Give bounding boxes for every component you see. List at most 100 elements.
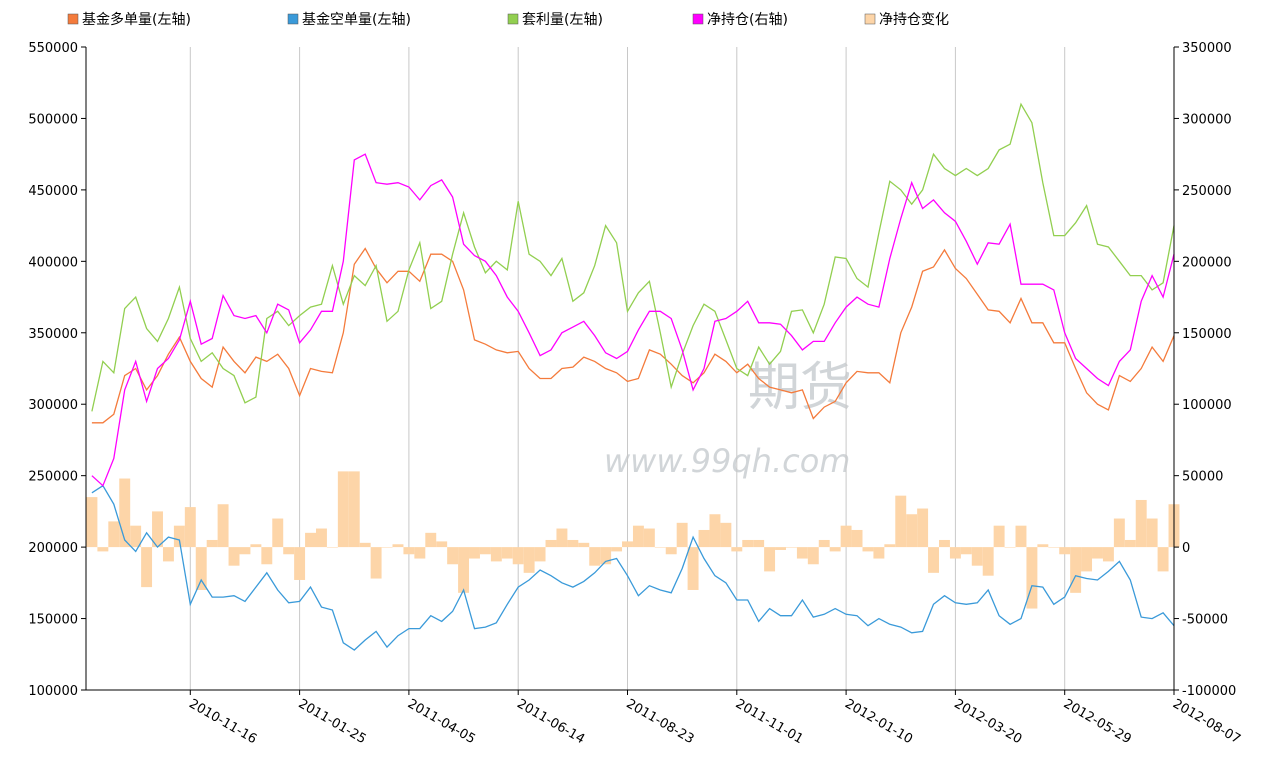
bar xyxy=(184,507,196,548)
y-tick-label: 100000 xyxy=(28,684,78,699)
bar xyxy=(1081,547,1093,572)
legend-swatch xyxy=(287,13,299,25)
legend-swatch xyxy=(507,13,519,25)
y2-tick-label: 50000 xyxy=(1182,470,1223,485)
bar xyxy=(632,525,644,548)
x-tick-label: 2011-01-25 xyxy=(296,696,369,747)
bar xyxy=(775,547,786,550)
bar xyxy=(949,547,961,559)
x-tick-label: 2011-11-01 xyxy=(733,696,806,747)
y-tick-label: 150000 xyxy=(28,613,78,628)
legend-label: 基金空单量(左轴) xyxy=(302,11,411,28)
bar xyxy=(512,547,524,565)
bar xyxy=(130,525,142,548)
bar xyxy=(753,539,765,548)
bar xyxy=(501,547,513,559)
bar xyxy=(228,547,240,566)
x-tick-label: 2011-06-14 xyxy=(514,696,587,747)
bar xyxy=(993,525,1005,548)
bar xyxy=(654,547,666,548)
bar xyxy=(556,528,568,548)
bar xyxy=(545,539,557,548)
y-tick-label: 450000 xyxy=(28,184,78,199)
bar xyxy=(742,539,754,548)
bar xyxy=(458,547,470,593)
x-tick-label: 2012-05-29 xyxy=(1061,696,1134,747)
bar xyxy=(1146,518,1158,548)
bar xyxy=(469,547,480,559)
bar xyxy=(479,547,491,555)
bar xyxy=(534,547,546,562)
bar xyxy=(906,514,918,548)
bar xyxy=(1157,547,1169,572)
bar xyxy=(884,544,896,548)
bar xyxy=(1113,518,1125,548)
bar xyxy=(370,547,382,579)
bar xyxy=(305,532,316,548)
x-tick-label: 2012-08-07 xyxy=(1170,696,1243,747)
y2-tick-label: 300000 xyxy=(1182,112,1232,127)
bar xyxy=(97,547,109,552)
line-series xyxy=(91,484,1175,651)
bar xyxy=(86,497,98,548)
bar xyxy=(1102,547,1114,562)
bar xyxy=(611,547,623,552)
bar xyxy=(108,521,120,548)
bar xyxy=(600,547,612,565)
bar xyxy=(873,547,885,559)
bar xyxy=(141,547,153,588)
bar xyxy=(764,547,776,572)
bar xyxy=(1048,547,1060,548)
bar xyxy=(1070,547,1082,593)
bar xyxy=(173,525,185,548)
y-tick-label: 400000 xyxy=(28,255,78,270)
bar xyxy=(425,532,437,548)
y-tick-label: 350000 xyxy=(28,327,78,342)
line-series xyxy=(91,102,1175,412)
bar xyxy=(326,547,338,548)
watermark-url: www.99qh.com xyxy=(604,442,850,480)
legend-swatch xyxy=(67,13,79,25)
bar xyxy=(829,547,841,552)
line-series xyxy=(91,153,1175,487)
legend-label: 套利量(左轴) xyxy=(522,12,603,28)
bar xyxy=(217,504,229,548)
bar xyxy=(687,547,699,590)
bar xyxy=(403,547,415,555)
bar xyxy=(567,539,579,548)
bar xyxy=(359,542,371,548)
bar xyxy=(1037,544,1049,548)
bar xyxy=(1092,547,1103,559)
bar xyxy=(622,541,633,548)
bar xyxy=(1059,547,1071,555)
bar xyxy=(239,547,251,555)
bar xyxy=(731,547,743,552)
x-tick-label: 2011-04-05 xyxy=(405,696,478,747)
bar xyxy=(851,529,863,548)
bar xyxy=(348,471,360,548)
bar xyxy=(840,525,852,548)
bar xyxy=(206,539,218,548)
bar xyxy=(643,528,655,548)
bar xyxy=(720,522,732,548)
bar xyxy=(283,547,295,555)
bar xyxy=(152,511,163,548)
bar xyxy=(676,522,688,548)
bar xyxy=(971,547,983,566)
bar xyxy=(917,508,929,548)
legend-label: 基金多单量(左轴) xyxy=(82,11,191,28)
bar xyxy=(250,544,262,548)
bar xyxy=(294,547,306,580)
legend-label: 净持仓(右轴) xyxy=(707,12,788,28)
bar xyxy=(195,547,207,590)
bar xyxy=(785,547,797,548)
bar xyxy=(928,547,940,573)
bar xyxy=(523,547,535,573)
bar xyxy=(578,542,590,548)
y-tick-label: 550000 xyxy=(28,41,78,56)
bar xyxy=(337,471,349,548)
bar xyxy=(895,495,907,548)
y2-tick-label: 0 xyxy=(1182,541,1190,556)
bar xyxy=(862,547,874,552)
